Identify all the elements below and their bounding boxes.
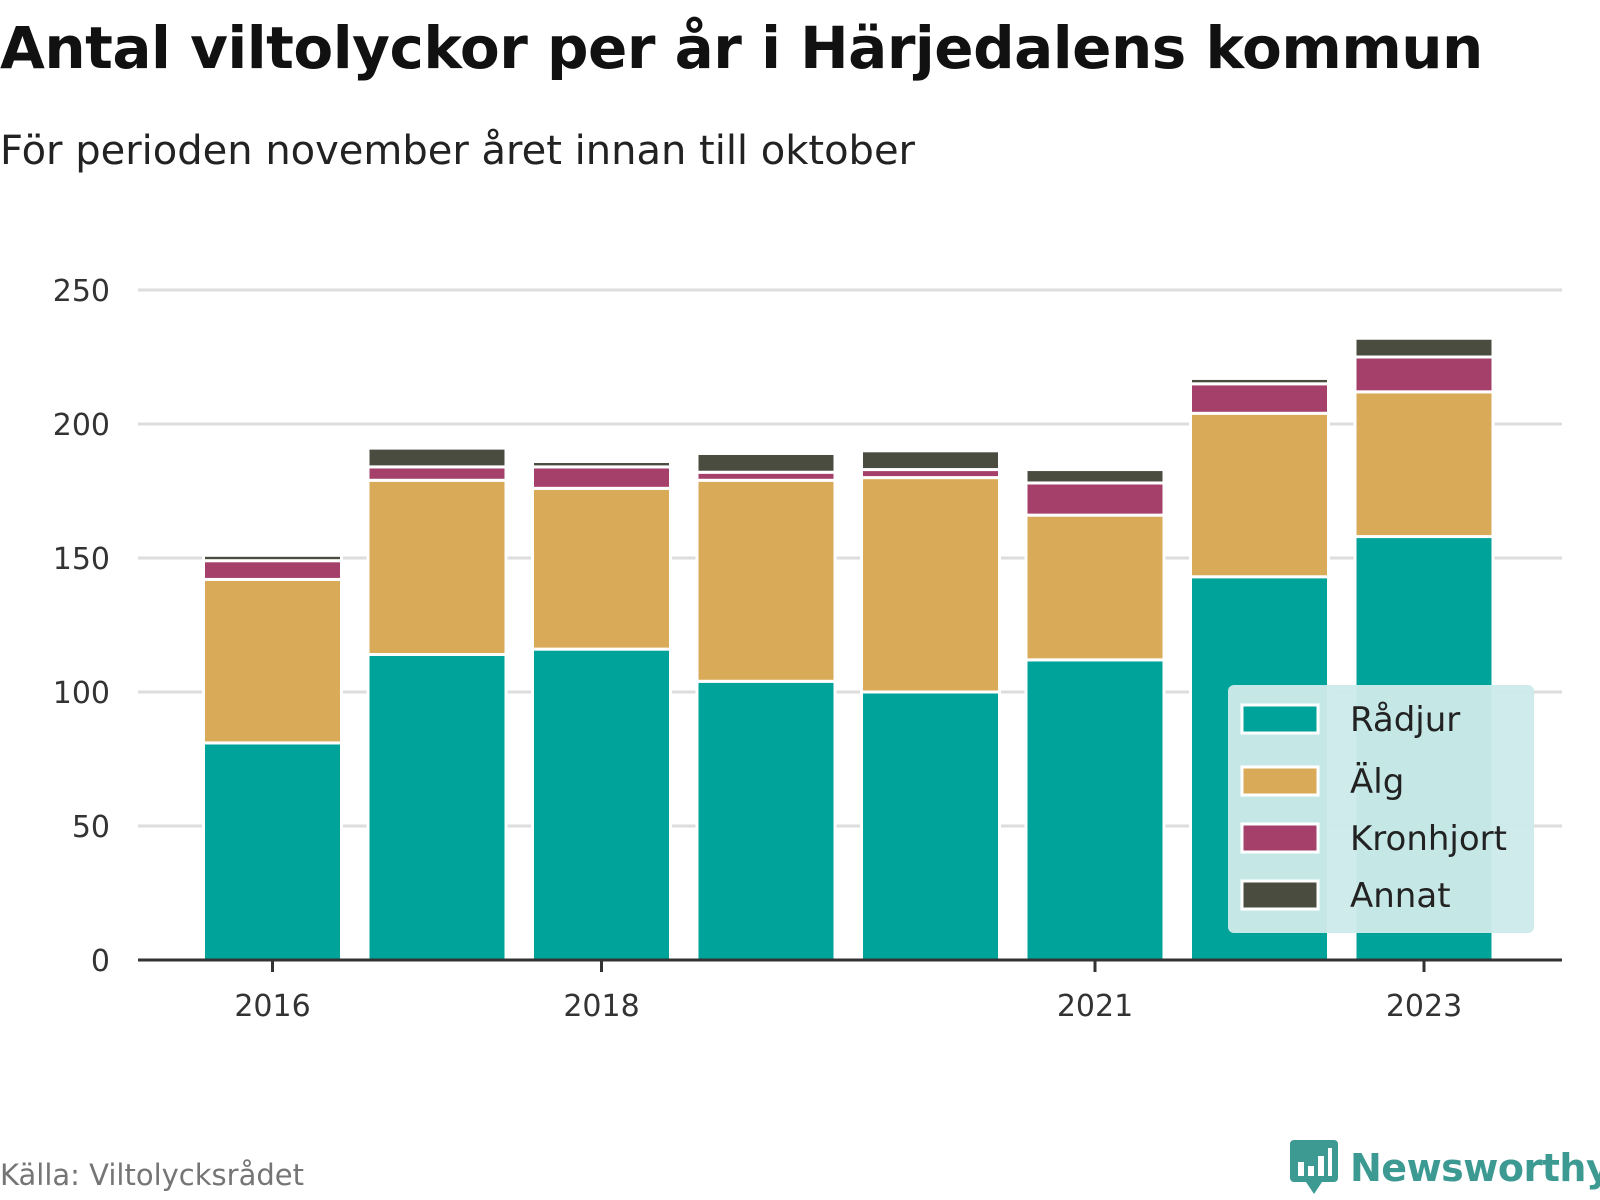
chart-title: Antal viltolyckor per år i Härjedalens k… xyxy=(0,14,1483,82)
bar-segment xyxy=(860,449,1001,472)
chart-logo-icon xyxy=(1290,1140,1338,1194)
bar-segment xyxy=(366,652,508,962)
bar-segment xyxy=(1024,513,1166,662)
legend-label: Rådjur xyxy=(1350,700,1460,740)
y-tick-label: 100 xyxy=(53,676,110,711)
bar-segment xyxy=(1189,376,1330,386)
brand-logo: Newsworthy xyxy=(1290,1140,1600,1196)
legend-label: Älg xyxy=(1350,762,1404,802)
bar-segment xyxy=(531,460,672,469)
bar-segment xyxy=(1024,658,1166,962)
bars xyxy=(202,336,1495,962)
bar-segment xyxy=(695,679,837,962)
bar-segment xyxy=(531,647,672,962)
bar-segment xyxy=(202,553,343,563)
legend-box xyxy=(1228,685,1534,933)
bar-segment xyxy=(860,690,1001,962)
legend-label: Kronhjort xyxy=(1350,819,1507,859)
bar-segment xyxy=(1353,390,1495,539)
y-tick-label: 150 xyxy=(53,542,110,577)
legend-swatch xyxy=(1240,703,1320,735)
x-tick-label: 2018 xyxy=(563,989,639,1024)
bar-segment xyxy=(202,577,343,745)
bar-segment xyxy=(1353,355,1495,394)
bar-segment xyxy=(1024,481,1166,517)
x-axis: 2016 2018 2021 2023 xyxy=(138,958,1562,1024)
legend-swatch xyxy=(1240,822,1320,854)
bar-segment xyxy=(366,446,508,469)
bar-segment xyxy=(202,741,343,962)
bar-segment xyxy=(1353,336,1495,359)
bar-segment xyxy=(531,465,672,490)
brand-name: Newsworthy xyxy=(1350,1146,1600,1190)
chart-subtitle: För perioden november året innan till ok… xyxy=(0,128,915,174)
legend-label: Annat xyxy=(1350,876,1451,916)
source-note: Källa: Viltolycksrådet xyxy=(0,1158,304,1192)
bar-segment xyxy=(366,465,508,482)
y-axis-ticks: 0 50 100 150 200 250 xyxy=(53,274,110,979)
y-tick-label: 0 xyxy=(91,944,110,979)
bar-segment xyxy=(1189,411,1330,579)
x-tick-label: 2016 xyxy=(234,989,310,1024)
x-tick-label: 2021 xyxy=(1057,989,1133,1024)
legend: Rådjur Älg Kronhjort Annat xyxy=(1228,685,1534,933)
bar-segment xyxy=(695,478,837,683)
bar-segment xyxy=(1189,382,1330,415)
y-tick-label: 50 xyxy=(72,810,110,845)
bar-segment xyxy=(366,478,508,656)
x-tick-label: 2023 xyxy=(1386,989,1462,1024)
bar-segment xyxy=(531,486,672,651)
legend-swatch xyxy=(1240,765,1320,797)
legend-swatch xyxy=(1240,879,1320,911)
bar-segment xyxy=(1024,468,1166,485)
y-tick-label: 200 xyxy=(53,408,110,443)
bar-segment xyxy=(202,559,343,581)
bar-segment xyxy=(695,451,837,474)
bar-segment xyxy=(860,476,1001,694)
y-tick-label: 250 xyxy=(53,274,110,309)
